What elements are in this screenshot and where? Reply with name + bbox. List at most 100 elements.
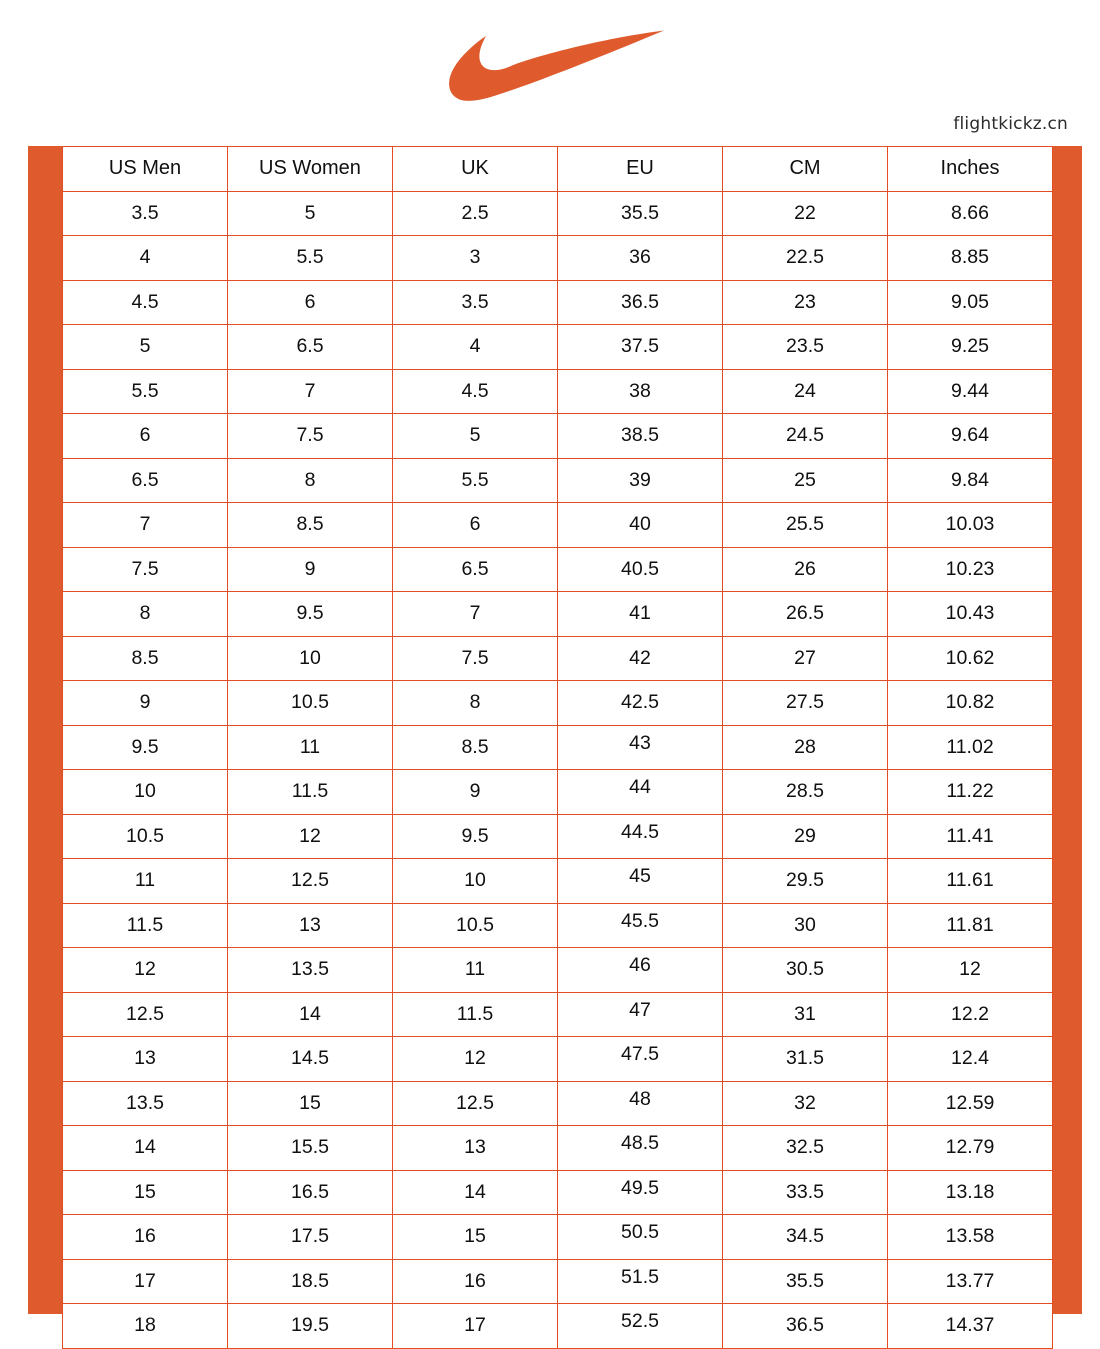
cell-us-men: 17: [62, 1258, 228, 1304]
column-header-inches: Inches: [887, 146, 1053, 192]
cell-cm: 30: [722, 902, 888, 948]
cell-us-men: 6: [62, 413, 228, 459]
cell-eu: 47.5: [557, 1036, 723, 1082]
table-row: 9 10.5 8 42.5 27.5 10.82: [62, 680, 1053, 726]
cell-inches: 10.23: [887, 546, 1053, 592]
cell-us-men: 9.5: [62, 724, 228, 770]
size-chart-frame: US Men US Women UK EU CM Inches 3.5 5 2.5 35.5 22…: [28, 146, 1082, 1349]
cell-us-women: 6: [227, 279, 393, 325]
table-row: 10.5 12 9.5 44.5 29 11.41: [62, 813, 1053, 859]
cell-eu: 40: [557, 502, 723, 548]
cell-cm: 22.5: [722, 235, 888, 281]
table-row: 6 7.5 5 38.5 24.5 9.64: [62, 413, 1053, 459]
cell-cm: 36.5: [722, 1303, 888, 1349]
cell-us-men: 5.5: [62, 368, 228, 414]
cell-uk: 13: [392, 1125, 558, 1171]
cell-inches: 11.02: [887, 724, 1053, 770]
cell-cm: 31.5: [722, 1036, 888, 1082]
cell-us-women: 10.5: [227, 680, 393, 726]
table-row: 7 8.5 6 40 25.5 10.03: [62, 502, 1053, 548]
cell-us-women: 12.5: [227, 858, 393, 904]
table-row: 7.5 9 6.5 40.5 26 10.23: [62, 546, 1053, 592]
cell-eu: 42.5: [557, 680, 723, 726]
cell-us-women: 17.5: [227, 1214, 393, 1260]
cell-us-women: 18.5: [227, 1258, 393, 1304]
cell-cm: 28: [722, 724, 888, 770]
cell-inches: 9.05: [887, 279, 1053, 325]
cell-inches: 8.85: [887, 235, 1053, 281]
column-header-uk: UK: [392, 146, 558, 192]
table-row: 11.5 13 10.5 45.5 30 11.81: [62, 902, 1053, 948]
cell-uk: 4: [392, 324, 558, 370]
cell-us-men: 4: [62, 235, 228, 281]
cell-us-women: 8: [227, 457, 393, 503]
cell-uk: 3.5: [392, 279, 558, 325]
cell-us-women: 15: [227, 1080, 393, 1126]
cell-inches: 11.61: [887, 858, 1053, 904]
cell-cm: 29.5: [722, 858, 888, 904]
table-row: 12 13.5 11 46 30.5 12: [62, 947, 1053, 993]
cell-us-men: 8.5: [62, 635, 228, 681]
cell-uk: 14: [392, 1169, 558, 1215]
cell-us-women: 7.5: [227, 413, 393, 459]
cell-inches: 9.64: [887, 413, 1053, 459]
cell-uk: 10.5: [392, 902, 558, 948]
cell-uk: 4.5: [392, 368, 558, 414]
table-row: 16 17.5 15 50.5 34.5 13.58: [62, 1214, 1053, 1260]
cell-uk: 8: [392, 680, 558, 726]
cell-eu: 43: [557, 724, 723, 770]
cell-uk: 12: [392, 1036, 558, 1082]
cell-cm: 25.5: [722, 502, 888, 548]
cell-inches: 13.58: [887, 1214, 1053, 1260]
table-row: 5.5 7 4.5 38 24 9.44: [62, 368, 1053, 414]
cell-us-men: 10: [62, 769, 228, 815]
cell-us-men: 11: [62, 858, 228, 904]
table-row: 13.5 15 12.5 48 32 12.59: [62, 1080, 1053, 1126]
table-row: 4 5.5 3 36 22.5 8.85: [62, 235, 1053, 281]
size-conversion-table: US Men US Women UK EU CM Inches 3.5 5 2.5 35.5 22…: [62, 146, 1053, 1349]
cell-us-men: 15: [62, 1169, 228, 1215]
cell-us-men: 10.5: [62, 813, 228, 859]
table-row: 11 12.5 10 45 29.5 11.61: [62, 858, 1053, 904]
cell-inches: 13.18: [887, 1169, 1053, 1215]
table-header-row: US Men US Women UK EU CM Inches: [62, 146, 1053, 192]
header-logo-area: flightkickz.cn: [0, 0, 1100, 150]
table-row: 8.5 10 7.5 42 27 10.62: [62, 635, 1053, 681]
cell-cm: 29: [722, 813, 888, 859]
cell-eu: 40.5: [557, 546, 723, 592]
cell-uk: 3: [392, 235, 558, 281]
cell-us-men: 7.5: [62, 546, 228, 592]
cell-uk: 7: [392, 591, 558, 637]
cell-cm: 28.5: [722, 769, 888, 815]
cell-eu: 46: [557, 947, 723, 993]
cell-inches: 9.84: [887, 457, 1053, 503]
cell-us-women: 10: [227, 635, 393, 681]
cell-us-women: 8.5: [227, 502, 393, 548]
cell-eu: 35.5: [557, 190, 723, 236]
cell-eu: 50.5: [557, 1214, 723, 1260]
table-row: 6.5 8 5.5 39 25 9.84: [62, 457, 1053, 503]
cell-inches: 8.66: [887, 190, 1053, 236]
cell-us-men: 12.5: [62, 991, 228, 1037]
cell-uk: 12.5: [392, 1080, 558, 1126]
cell-cm: 27.5: [722, 680, 888, 726]
cell-eu: 41: [557, 591, 723, 637]
cell-us-men: 7: [62, 502, 228, 548]
cell-cm: 34.5: [722, 1214, 888, 1260]
cell-uk: 11: [392, 947, 558, 993]
cell-eu: 37.5: [557, 324, 723, 370]
cell-eu: 52.5: [557, 1303, 723, 1349]
table-row: 9.5 11 8.5 43 28 11.02: [62, 724, 1053, 770]
cell-cm: 26.5: [722, 591, 888, 637]
table-body: 3.5 5 2.5 35.5 22 8.66 4 5.5 3 36 22.5 8.85 4.5 6 3.5 3…: [62, 190, 1053, 1349]
cell-uk: 7.5: [392, 635, 558, 681]
cell-cm: 32.5: [722, 1125, 888, 1171]
cell-cm: 31: [722, 991, 888, 1037]
table-row: 14 15.5 13 48.5 32.5 12.79: [62, 1125, 1053, 1171]
table-row: 18 19.5 17 52.5 36.5 14.37: [62, 1303, 1053, 1349]
cell-cm: 22: [722, 190, 888, 236]
cell-us-women: 13: [227, 902, 393, 948]
cell-eu: 38.5: [557, 413, 723, 459]
column-header-us-men: US Men: [62, 146, 228, 192]
cell-cm: 33.5: [722, 1169, 888, 1215]
